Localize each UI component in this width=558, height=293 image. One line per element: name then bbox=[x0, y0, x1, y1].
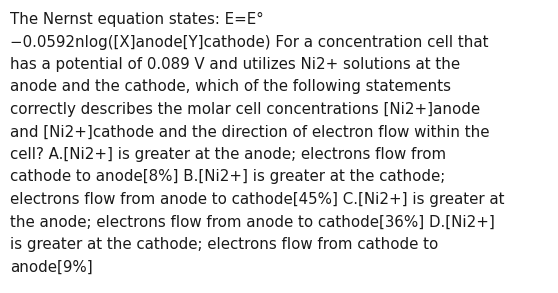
Text: is greater at the cathode; electrons flow from cathode to: is greater at the cathode; electrons flo… bbox=[10, 237, 438, 252]
Text: The Nernst equation states: E=E°: The Nernst equation states: E=E° bbox=[10, 12, 263, 27]
Text: anode and the cathode, which of the following statements: anode and the cathode, which of the foll… bbox=[10, 79, 451, 95]
Text: electrons flow from anode to cathode[45%] C.[Ni2+] is greater at: electrons flow from anode to cathode[45%… bbox=[10, 192, 504, 207]
Text: cell? A.[Ni2+] is greater at the anode; electrons flow from: cell? A.[Ni2+] is greater at the anode; … bbox=[10, 147, 446, 162]
Text: has a potential of 0.089 V and utilizes Ni2+ solutions at the: has a potential of 0.089 V and utilizes … bbox=[10, 57, 460, 72]
Text: anode[9%]: anode[9%] bbox=[10, 260, 93, 275]
Text: and [Ni2+]cathode and the direction of electron flow within the: and [Ni2+]cathode and the direction of e… bbox=[10, 125, 489, 139]
Text: the anode; electrons flow from anode to cathode[36%] D.[Ni2+]: the anode; electrons flow from anode to … bbox=[10, 214, 495, 229]
Text: correctly describes the molar cell concentrations [Ni2+]anode: correctly describes the molar cell conce… bbox=[10, 102, 480, 117]
Text: −0.0592nlog([X]anode[Y]cathode) For a concentration cell that: −0.0592nlog([X]anode[Y]cathode) For a co… bbox=[10, 35, 488, 50]
Text: cathode to anode[8%] B.[Ni2+] is greater at the cathode;: cathode to anode[8%] B.[Ni2+] is greater… bbox=[10, 169, 445, 185]
